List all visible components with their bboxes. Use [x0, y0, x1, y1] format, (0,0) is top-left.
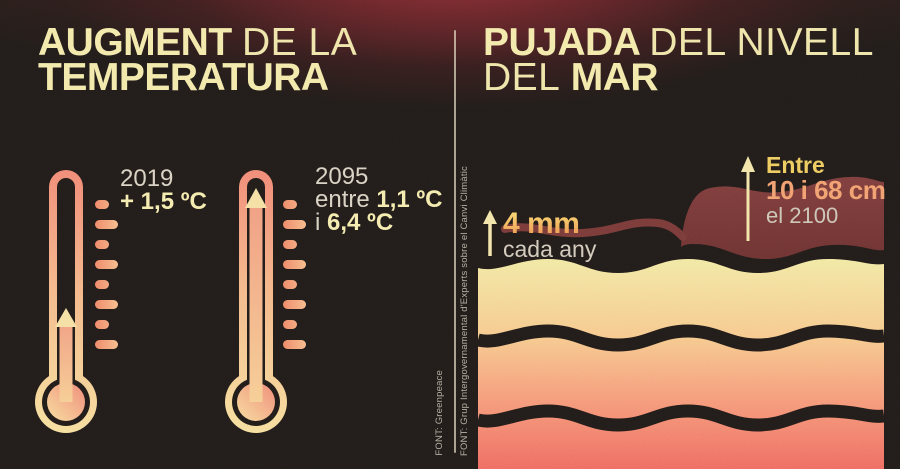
current-rise-label: 4 mm cada any: [503, 209, 597, 262]
current-rise-value: 4 mm: [503, 209, 596, 239]
projected-rise-label: Entre 10 i 68 cm el 2100: [766, 152, 886, 228]
source-right: FONT: Grup Intergovernamental d'Experts …: [459, 165, 470, 456]
rise-rate-arrow-icon: [483, 210, 497, 256]
projected-rise-year: el 2100: [766, 203, 839, 228]
source-left: FONT: Greenpeace: [434, 370, 445, 456]
thermometer-2019-label: 2019 + 1,5 ºC: [120, 165, 207, 215]
projected-rise-prefix: Entre: [766, 152, 825, 178]
range-line-2: i 6,4 ºC: [315, 209, 443, 236]
right-title-line-1: PUJADA DEL NIVELL: [483, 23, 874, 62]
panel-divider-line: [454, 30, 456, 453]
right-title-line-2: DEL MAR: [483, 58, 874, 97]
value-2019: + 1,5 ºC: [120, 188, 207, 215]
sea-body: [478, 259, 884, 469]
left-title-bold-2: TEMPERATURA: [38, 56, 329, 99]
projected-rise-range: 10 i 68 cm: [766, 175, 886, 205]
right-title-light-2: DEL: [483, 56, 561, 99]
range-conjunction: i: [315, 209, 321, 236]
year-2019: 2019: [120, 165, 174, 192]
left-title-line-2: TEMPERATURA: [38, 58, 357, 97]
right-title-bold-2: MAR: [570, 56, 659, 99]
range-high: 6,4 ºC: [327, 209, 394, 236]
range-line-1: entre 1,1 ºC: [315, 188, 443, 212]
year-2095: 2095: [315, 163, 369, 190]
thermometer-2019-icon: [35, 170, 118, 433]
thermometer-2095-label: 2095 entre 1,1 ºC i 6,4 ºC: [315, 163, 443, 236]
thermometer-scale-ticks: [283, 200, 306, 349]
left-panel-title: AUGMENT DE LA TEMPERATURA: [38, 23, 357, 97]
thermometer-2095-icon: [225, 170, 306, 433]
right-panel-title: PUJADA DEL NIVELL DEL MAR: [483, 23, 874, 97]
right-title-light-1: DEL NIVELL: [649, 21, 874, 64]
left-title-line-1: AUGMENT DE LA: [38, 23, 357, 62]
thermometer-scale-ticks: [95, 200, 118, 349]
current-rise-period: cada any: [503, 236, 597, 262]
